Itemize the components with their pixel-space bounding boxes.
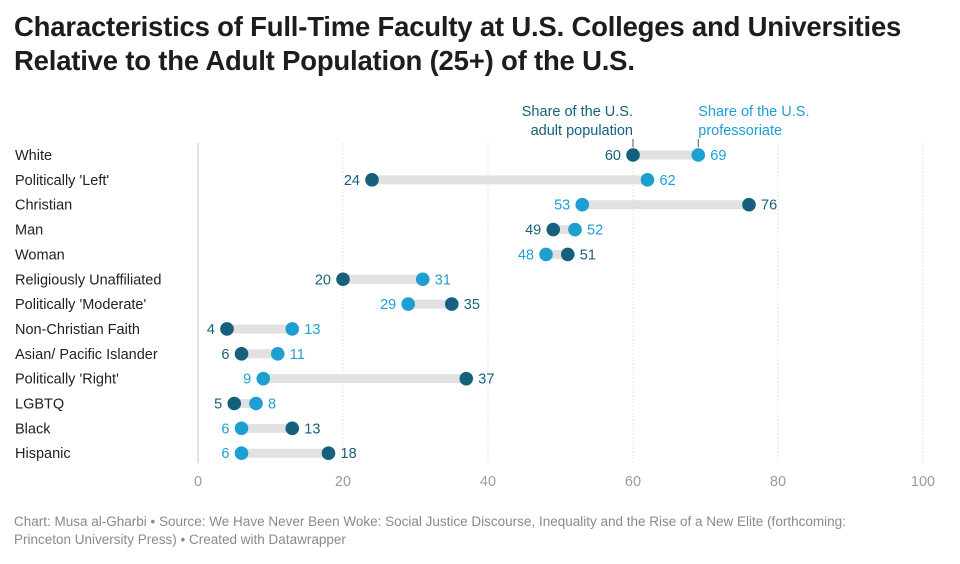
dot-population-man: [546, 222, 561, 237]
value-label-population-religiously-unaffiliated: 20: [315, 272, 331, 288]
dot-professoriate-non-christian-faith: [285, 322, 300, 336]
value-label-population-non-christian-faith: 4: [207, 322, 215, 338]
legend-professoriate-line-2: professoriate: [698, 123, 782, 139]
dot-professoriate-politically-moderate: [401, 297, 416, 311]
dot-population-non-christian-faith: [220, 322, 234, 336]
chart-footer: Chart: Musa al-Gharbi • Source: We Have …: [14, 513, 949, 549]
value-label-population-white: 60: [605, 148, 621, 164]
dot-population-hispanic: [321, 446, 336, 461]
row-label-black: Black: [15, 421, 51, 437]
x-tick-label-0: 0: [194, 474, 202, 490]
value-label-professoriate-lgbtq: 8: [268, 397, 276, 413]
row-label-lgbtq: LGBTQ: [15, 397, 64, 413]
dot-population-christian: [742, 197, 756, 212]
dot-population-woman: [560, 247, 575, 262]
dot-population-asian-pacific-islander: [234, 347, 249, 361]
x-tick-label-40: 40: [480, 474, 496, 490]
x-tick-label-80: 80: [770, 474, 786, 490]
value-label-population-hispanic: 18: [341, 446, 357, 462]
x-tick-label-60: 60: [625, 474, 641, 490]
dot-population-politically-moderate: [444, 297, 459, 311]
dot-professoriate-hispanic: [234, 446, 249, 461]
row-label-hispanic: Hispanic: [15, 446, 71, 462]
row-label-religiously-unaffiliated: Religiously Unaffiliated: [15, 272, 161, 288]
value-label-population-christian: 76: [761, 198, 777, 214]
dot-professoriate-woman: [539, 247, 553, 262]
value-label-professoriate-christian: 53: [554, 198, 570, 214]
value-label-professoriate-hispanic: 6: [221, 446, 229, 462]
chart-title: Characteristics of Full-Time Faculty at …: [14, 11, 902, 76]
dot-professoriate-asian-pacific-islander: [270, 347, 285, 361]
row-label-non-christian-faith: Non-Christian Faith: [15, 322, 140, 338]
dot-professoriate-politically-left: [640, 173, 655, 187]
value-label-professoriate-politically-left: 62: [660, 173, 676, 189]
x-tick-label-20: 20: [335, 474, 351, 490]
value-label-population-black: 13: [304, 421, 320, 437]
dot-population-black: [285, 421, 300, 436]
dot-population-religiously-unaffiliated: [336, 272, 350, 287]
value-label-professoriate-politically-right: 9: [243, 372, 251, 388]
value-label-population-politically-right: 37: [478, 372, 494, 388]
value-label-professoriate-man: 52: [587, 223, 603, 239]
row-label-man: Man: [15, 223, 43, 239]
dot-professoriate-religiously-unaffiliated: [415, 272, 430, 287]
value-label-professoriate-religiously-unaffiliated: 31: [435, 272, 451, 288]
dot-professoriate-man: [568, 222, 582, 237]
value-label-professoriate-white: 69: [710, 148, 726, 164]
row-label-white: White: [15, 148, 52, 164]
footer-line-1: Chart: Musa al-Gharbi • Source: We Have …: [14, 514, 846, 529]
value-label-population-asian-pacific-islander: 6: [221, 347, 229, 363]
row-label-asian-pacific-islander: Asian/ Pacific Islander: [15, 347, 158, 363]
value-label-professoriate-woman: 48: [518, 247, 534, 263]
value-label-professoriate-non-christian-faith: 13: [304, 322, 320, 338]
footer-line-2: Princeton University Press) • Created wi…: [14, 532, 346, 547]
dot-professoriate-white: [691, 148, 706, 162]
value-label-professoriate-asian-pacific-islander: 11: [290, 347, 305, 363]
value-label-professoriate-black: 6: [221, 421, 229, 437]
dot-population-politically-left: [365, 173, 379, 187]
dot-population-politically-right: [459, 371, 474, 386]
x-tick-label-100: 100: [911, 474, 935, 490]
legend-professoriate-line-1: Share of the U.S.: [698, 104, 809, 120]
legend-population-line-2: adult population: [531, 123, 633, 139]
x-axis: 0 20 40 60 80 100: [194, 474, 935, 490]
value-label-population-woman: 51: [580, 247, 596, 263]
dot-population-white: [626, 148, 640, 162]
row-label-christian: Christian: [15, 198, 72, 214]
dot-population-lgbtq: [227, 396, 242, 411]
row-label-politically-right: Politically 'Right': [15, 372, 119, 388]
dot-professoriate-christian: [575, 197, 590, 212]
legend-population-line-1: Share of the U.S.: [522, 104, 633, 120]
value-label-population-lgbtq: 5: [214, 397, 222, 413]
gridlines: [197, 143, 924, 464]
dot-professoriate-black: [234, 421, 249, 436]
legend: Share of the U.S. adult population Share o…: [522, 104, 809, 148]
value-label-professoriate-politically-moderate: 29: [380, 297, 396, 313]
value-label-population-politically-moderate: 35: [464, 297, 480, 313]
row-label-politically-left: Politically 'Left': [15, 173, 109, 189]
row-label-politically-moderate: Politically 'Moderate': [15, 297, 146, 313]
row-label-woman: Woman: [15, 247, 65, 263]
dot-professoriate-politically-right: [256, 371, 271, 386]
dot-professoriate-lgbtq: [249, 396, 263, 411]
value-label-population-politically-left: 24: [344, 173, 360, 189]
value-label-population-man: 49: [525, 223, 541, 239]
